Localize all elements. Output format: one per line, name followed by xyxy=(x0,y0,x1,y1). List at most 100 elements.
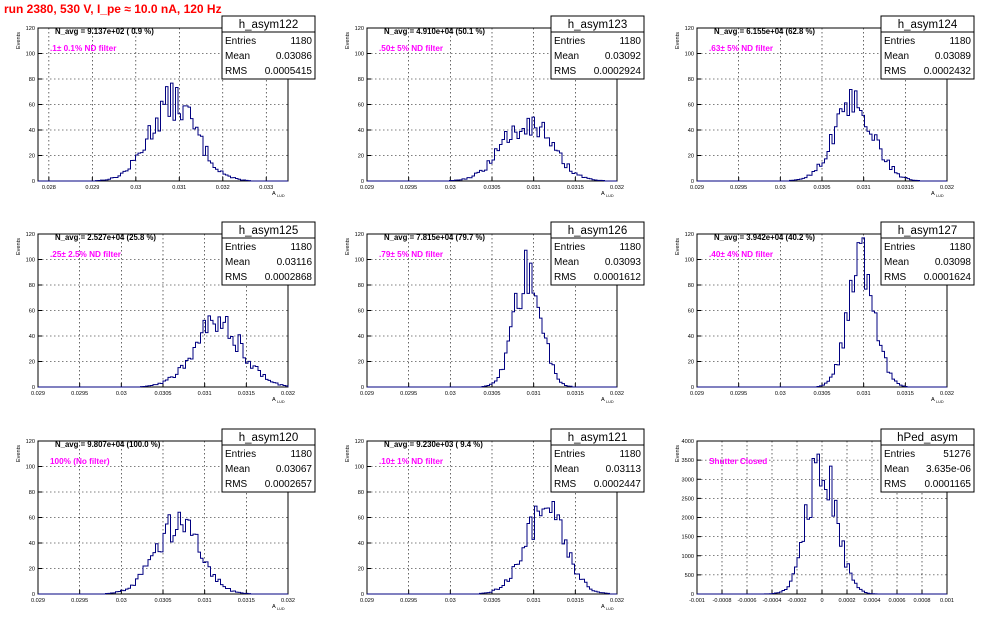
y-tick-label: 40 xyxy=(358,334,364,340)
x-tick-label: 0.028 xyxy=(42,185,56,191)
y-tick-label: 3000 xyxy=(682,477,694,483)
x-tick-label: -0.0006 xyxy=(738,598,757,604)
stat-label-mean: Mean xyxy=(884,464,909,475)
y-tick-label: 60 xyxy=(688,309,694,315)
stat-label-rms: RMS xyxy=(225,479,248,490)
x-tick-label: 0.032 xyxy=(940,185,954,191)
stat-value-mean: 0.03093 xyxy=(605,257,642,268)
y-axis-title: Events xyxy=(675,445,681,462)
x-tick-label: 0.0004 xyxy=(863,598,880,604)
histogram-name: h_asym122 xyxy=(239,19,298,31)
x-tick-label: -0.001 xyxy=(689,598,705,604)
stat-value-mean: 0.03092 xyxy=(605,51,642,62)
stat-label-rms: RMS xyxy=(884,272,907,283)
stats-box: h_asym120 Entries 1180 Mean 0.03067 RMS 0.0002… xyxy=(221,428,316,493)
stat-label-rms: RMS xyxy=(884,479,907,490)
y-tick-label: 20 xyxy=(688,360,694,366)
navg-label: N_avg = 7.815e+04 (79.7 %) xyxy=(384,233,485,242)
x-tick-label: 0.029 xyxy=(690,185,704,191)
filter-label: Shutter Closed xyxy=(709,457,767,466)
x-axis-subscript: LUD xyxy=(606,400,614,404)
stat-value-mean: 0.03116 xyxy=(277,257,313,268)
x-axis-subscript: LUD xyxy=(277,400,285,404)
stats-box-frame xyxy=(880,221,975,286)
stat-value-entries: 1180 xyxy=(290,36,312,47)
x-tick-label: 0.0305 xyxy=(813,391,830,397)
x-tick-label: 0.0008 xyxy=(913,598,930,604)
stat-value-mean: 0.03086 xyxy=(276,51,313,62)
navg-label: N_avg = 9.807e+04 (100.0 %) xyxy=(55,440,161,449)
y-tick-label: 80 xyxy=(358,77,364,83)
y-tick-label: 100 xyxy=(355,258,364,264)
x-tick-label: 0.03 xyxy=(116,598,127,604)
x-tick-label: 0.0315 xyxy=(238,391,255,397)
y-tick-label: 100 xyxy=(355,52,364,58)
histogram-panel: 0.029 0.0295 0.03 0.0305 0.031 0.0315 0.032 0 20… xyxy=(675,15,975,198)
y-tick-label: 40 xyxy=(29,334,35,340)
x-tick-label: 0.0305 xyxy=(483,598,500,604)
stat-label-entries: Entries xyxy=(225,242,256,253)
filter-label: 100% (No filter) xyxy=(50,457,110,466)
y-tick-label: 40 xyxy=(29,128,35,134)
stat-label-entries: Entries xyxy=(225,449,256,460)
y-tick-label: 40 xyxy=(688,128,694,134)
x-axis-title: A xyxy=(272,191,276,197)
histogram-line xyxy=(38,511,288,595)
x-tick-label: 0.0295 xyxy=(400,185,417,191)
x-tick-label: 0.029 xyxy=(690,391,704,397)
run-title: run 2380, 530 V, I_pe ≈ 10.0 nA, 120 Hz xyxy=(4,2,222,16)
x-tick-label: -0.0004 xyxy=(763,598,782,604)
y-axis-title: Events xyxy=(345,238,351,255)
stat-label-entries: Entries xyxy=(554,36,585,47)
y-tick-label: 100 xyxy=(26,465,35,471)
stat-label-mean: Mean xyxy=(225,257,250,268)
y-tick-label: 80 xyxy=(29,77,35,83)
stat-label-mean: Mean xyxy=(884,51,909,62)
stat-label-entries: Entries xyxy=(884,36,915,47)
stats-box-frame xyxy=(221,221,316,286)
stat-value-mean: 0.03067 xyxy=(276,464,313,475)
stat-label-mean: Mean xyxy=(225,464,250,475)
y-axis-title: Events xyxy=(16,445,22,462)
x-tick-label: 0.0315 xyxy=(567,598,584,604)
histogram-name: h_asym120 xyxy=(239,432,298,444)
x-tick-label: 0.0315 xyxy=(238,598,255,604)
stat-value-entries: 1180 xyxy=(290,449,312,460)
stats-box-frame xyxy=(550,15,645,80)
y-tick-label: 0 xyxy=(361,592,364,598)
x-tick-label: 0.0002 xyxy=(838,598,855,604)
x-tick-label: 0.03 xyxy=(775,391,786,397)
y-tick-label: 120 xyxy=(355,439,364,445)
x-axis-title: A xyxy=(601,397,605,403)
histogram-panel: -0.001 -0.0008 -0.0006 -0.0004 -0.0002 0 0.000… xyxy=(675,428,975,604)
y-tick-label: 3500 xyxy=(682,458,694,464)
x-tick-label: 0.029 xyxy=(360,185,374,191)
histogram-name: h_asym126 xyxy=(568,225,627,237)
stat-value-mean: 0.03089 xyxy=(935,51,972,62)
x-axis-title: A xyxy=(931,397,935,403)
histogram-line xyxy=(367,116,617,182)
y-tick-label: 120 xyxy=(26,232,35,238)
filter-label: .25± 2.5% ND filter xyxy=(50,250,122,259)
y-tick-label: 80 xyxy=(358,490,364,496)
x-tick-label: 0.031 xyxy=(198,391,212,397)
stat-label-mean: Mean xyxy=(225,51,250,62)
y-axis-title: Events xyxy=(16,32,22,49)
filter-label: .79± 5% ND filter xyxy=(379,250,444,259)
y-tick-label: 20 xyxy=(358,154,364,160)
x-tick-label: 0.031 xyxy=(198,598,212,604)
y-tick-label: 0 xyxy=(32,179,35,185)
stat-label-entries: Entries xyxy=(884,449,915,460)
stat-label-rms: RMS xyxy=(884,66,907,77)
y-tick-label: 100 xyxy=(26,258,35,264)
x-tick-label: 0.0315 xyxy=(567,391,584,397)
y-tick-label: 4000 xyxy=(682,439,694,445)
x-axis-title: A xyxy=(601,191,605,197)
y-tick-label: 20 xyxy=(29,360,35,366)
stat-value-mean: 0.03098 xyxy=(935,257,972,268)
y-tick-label: 100 xyxy=(26,52,35,58)
x-tick-label: 0.0006 xyxy=(888,598,905,604)
histogram-line xyxy=(367,249,617,388)
stats-box-frame xyxy=(550,428,645,493)
